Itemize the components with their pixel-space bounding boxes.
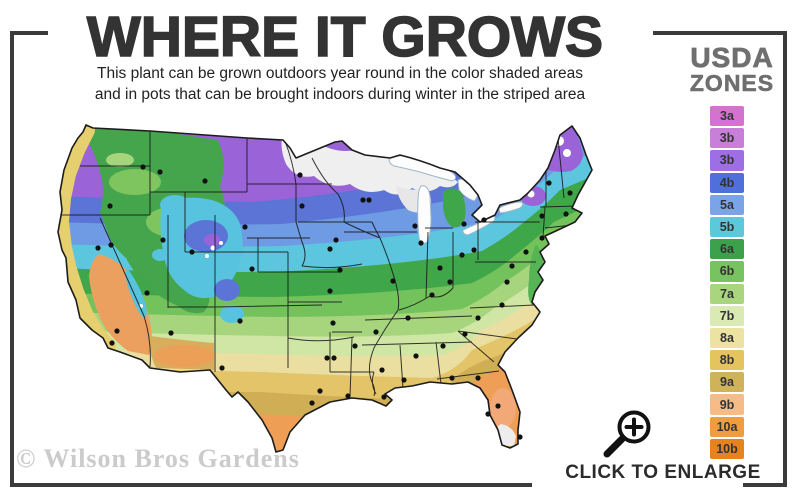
legend-swatch-10a: 10a bbox=[710, 416, 744, 437]
click-to-enlarge[interactable]: CLICK TO ENLARGE bbox=[538, 406, 788, 484]
coast-yellow-strip bbox=[58, 125, 116, 356]
usda-zone-map[interactable] bbox=[52, 110, 612, 462]
us-outline bbox=[57, 124, 593, 453]
city-dots bbox=[95, 164, 573, 440]
subtitle-line-1: This plant can be grown outdoors year ro… bbox=[97, 65, 583, 82]
legend-swatch-3b: 3b bbox=[710, 150, 744, 171]
frame-bottom-left bbox=[10, 483, 532, 487]
zone-bands bbox=[58, 125, 592, 452]
legend-swatch-8b: 8b bbox=[710, 350, 744, 371]
frame-bottom-right-bracket bbox=[743, 483, 787, 487]
legend-swatch-4b: 4b bbox=[710, 172, 744, 193]
great-lakes bbox=[388, 154, 524, 244]
south-florida-white bbox=[497, 424, 516, 446]
frame-top-left-bracket bbox=[10, 31, 48, 35]
legend-swatch-3b: 3b bbox=[710, 128, 744, 149]
legend-swatch-7b: 7b bbox=[710, 305, 744, 326]
florida-peach bbox=[490, 388, 516, 428]
frame-top-right bbox=[653, 31, 787, 35]
page-title: WHERE IT GROWS bbox=[86, 4, 604, 70]
legend-swatch-3a: 3a bbox=[710, 106, 744, 127]
legend-heading-usda: USDA bbox=[690, 42, 774, 73]
subtitle-line-2: and in pots that can be brought indoors … bbox=[94, 85, 586, 103]
legend-swatch-7a: 7a bbox=[710, 283, 744, 304]
california-orange bbox=[89, 254, 152, 355]
legend-swatch-5b: 5b bbox=[710, 216, 744, 238]
legend-swatch-10b: 10b bbox=[710, 438, 744, 459]
midatlantic-coast-green bbox=[528, 244, 544, 306]
watermark: © Wilson Bros Gardens bbox=[16, 444, 300, 473]
cape-green bbox=[552, 220, 576, 230]
michigan-mitten-green bbox=[443, 188, 466, 228]
frame-left bbox=[10, 31, 14, 487]
legend-swatch-9a: 9a bbox=[710, 372, 744, 393]
lake-michigan bbox=[417, 185, 432, 244]
lake-ontario bbox=[498, 201, 524, 214]
legend-heading-zones: ZONES bbox=[689, 70, 775, 96]
legend-swatch-8a: 8a bbox=[710, 327, 744, 349]
az-orange bbox=[154, 345, 214, 367]
us-map-svg bbox=[57, 124, 593, 453]
legend-swatch-5a: 5a bbox=[710, 194, 744, 215]
legend-heading: USDA ZONES bbox=[682, 42, 782, 96]
legend-swatch-6b: 6b bbox=[710, 261, 744, 282]
frame-right bbox=[783, 31, 787, 487]
subtitle: This plant can be grown outdoors year ro… bbox=[0, 64, 680, 106]
legend-swatch-6a: 6a bbox=[710, 239, 744, 260]
state-borders bbox=[58, 131, 579, 398]
magnifier-plus-icon[interactable] bbox=[598, 406, 662, 464]
legend-swatch-9b: 9b bbox=[710, 394, 744, 415]
click-to-enlarge-label[interactable]: CLICK TO ENLARGE bbox=[565, 462, 761, 483]
legend-zones: 3a 3b 3b 4b 5a 5b 6a 6b 7a 7b 8a 8b 9a 9b 10a 10b bbox=[710, 106, 744, 461]
